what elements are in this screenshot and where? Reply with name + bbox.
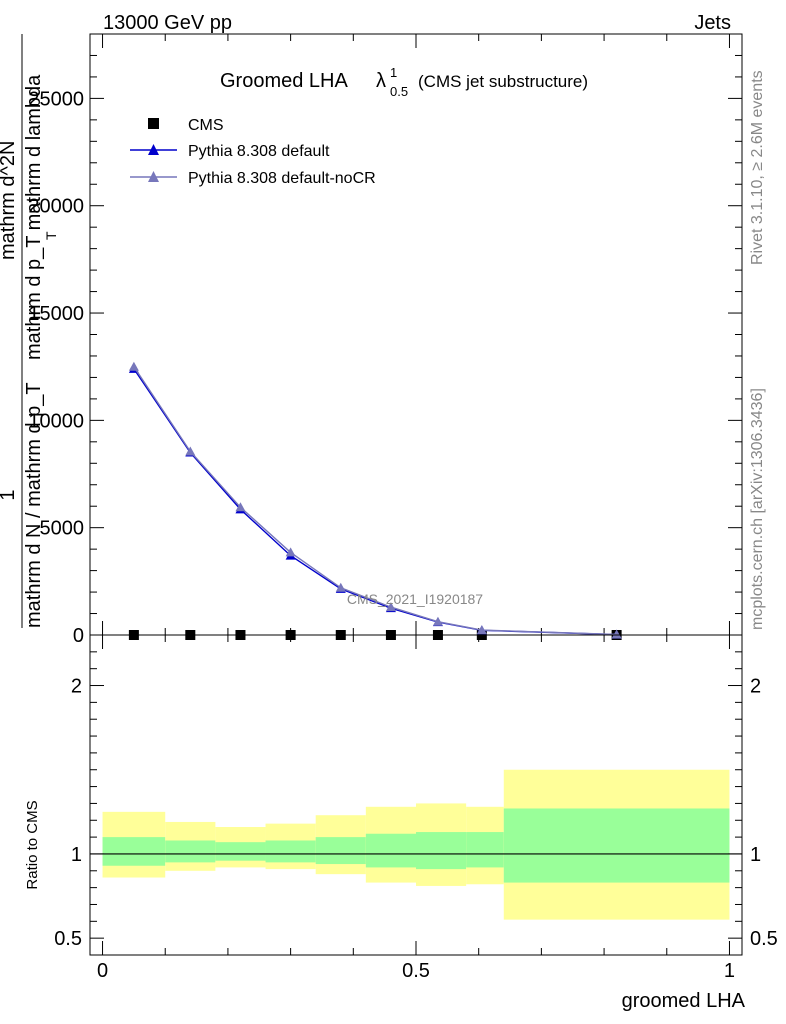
title-lambda: λ: [376, 70, 386, 92]
ratio-frame: [89, 634, 743, 956]
legend: CMS Pythia 8.308 default Pythia 8.308 defa…: [130, 117, 376, 187]
plot-title: Groomed LHA λ 1 0.5 (CMS jet substructur…: [220, 65, 588, 99]
ratio-y-tick-label-right: 0.5: [750, 928, 778, 950]
ratio-ylabel: Ratio to CMS: [24, 800, 41, 889]
ratio-bands: [90, 769, 742, 920]
ratio-panel: 0.5 0.5 1 1 2 2 0 0.5 1: [54, 634, 778, 982]
ylabel-subscript: T: [43, 231, 59, 240]
ratio-y-tick-label: 2: [71, 676, 82, 698]
title-sup: 1: [390, 65, 397, 80]
mcplots-label: mcplots.cern.ch [arXiv:1306.3436]: [749, 388, 766, 630]
rivet-version-label: Rivet 3.1.10, ≥ 2.6M events: [749, 70, 766, 265]
legend-marker-triangle: [148, 144, 159, 155]
series-2-point: [285, 547, 296, 557]
series-2-point: [385, 602, 396, 612]
x-tick-label: 0.5: [402, 960, 430, 982]
legend-label: Pythia 8.308 default: [188, 143, 330, 160]
title-note: (CMS jet substructure): [418, 72, 588, 91]
ratio-y-tick-label: 1: [71, 844, 82, 866]
ylabel-denominator: mathrm d N / mathrm d p_T: [23, 382, 45, 628]
header-right: Jets: [694, 12, 731, 34]
ratio-y-tick-label-right: 1: [750, 844, 761, 866]
ylabel-numerator-top: mathrm d^2N: [0, 141, 19, 260]
ratio-band-inner: [165, 840, 216, 863]
ratio-band-inner: [365, 833, 416, 868]
main-ylabel: 1 mathrm d N / mathrm d p_T mathrm d^2N …: [0, 34, 59, 628]
main-axis-ticks: 0 5000 10000 15000 20000 25000: [28, 33, 742, 647]
ratio-band-inner: [215, 842, 266, 861]
ratio-band-inner: [416, 832, 467, 870]
ratio-band-inner: [503, 808, 730, 883]
ratio-band-inner: [265, 840, 316, 863]
title-main: Groomed LHA: [220, 70, 348, 92]
x-tick-label: 1: [724, 960, 735, 982]
legend-marker-square: [148, 118, 159, 129]
y-tick-label: 15000: [28, 303, 84, 325]
series-2-point: [235, 502, 246, 512]
y-tick-label: 10000: [28, 410, 84, 432]
ratio-band-inner: [466, 832, 504, 868]
ratio-axis-ticks: 0.5 0.5 1 1 2 2 0 0.5 1: [54, 635, 778, 982]
ratio-band-inner: [102, 837, 166, 866]
legend-label: CMS: [188, 117, 224, 134]
ratio-y-tick-label-right: 2: [750, 676, 761, 698]
ratio-band-inner: [315, 837, 366, 865]
x-axis-label: groomed LHA: [622, 990, 746, 1012]
header-left: 13000 GeV pp: [103, 12, 232, 34]
series-2-point: [432, 616, 443, 626]
y-tick-label: 5000: [40, 518, 85, 540]
main-panel: 0 5000 10000 15000 20000 25000: [28, 33, 743, 647]
title-sub: 0.5: [390, 84, 408, 99]
y-tick-label: 25000: [28, 88, 84, 110]
ylabel-numerator-mid: mathrm d p_T mathrm d lambda: [23, 74, 45, 360]
y-tick-label: 0: [73, 625, 84, 647]
legend-label: Pythia 8.308 default-noCR: [188, 170, 376, 187]
y-tick-label: 20000: [28, 196, 84, 218]
series-2-point: [185, 446, 196, 456]
series-2-point: [611, 629, 622, 639]
legend-marker-triangle: [148, 171, 159, 182]
series-2-point: [335, 582, 346, 592]
series-2-point: [128, 361, 139, 371]
ratio-y-tick-label: 0.5: [54, 928, 82, 950]
analysis-watermark: CMS_2021_I1920187: [347, 591, 483, 607]
x-tick-label: 0: [97, 960, 108, 982]
ylabel-one: 1: [0, 489, 19, 500]
series-2-point: [476, 625, 487, 635]
